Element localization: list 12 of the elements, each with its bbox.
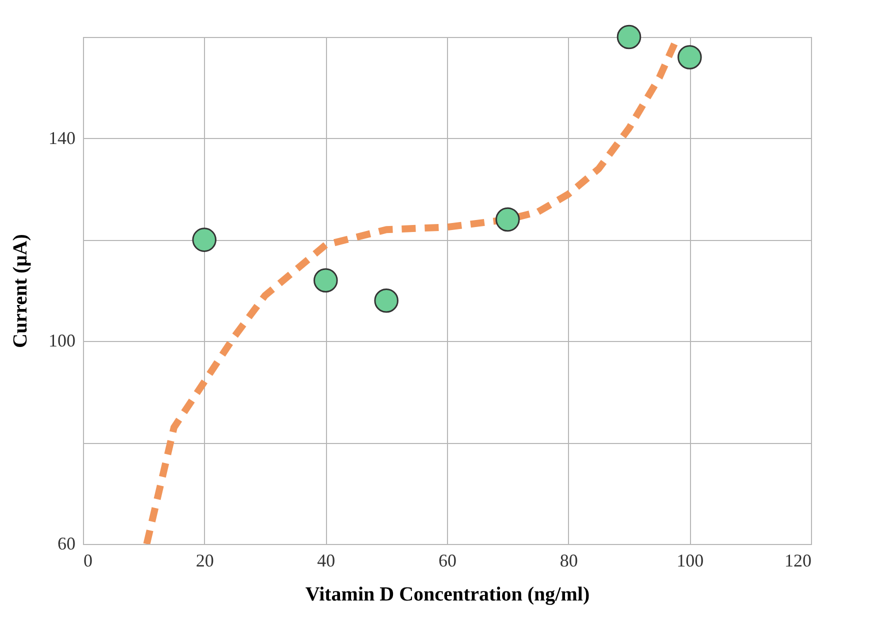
x-tick-label: 0 xyxy=(84,550,92,570)
x-tick-label: 20 xyxy=(196,550,214,570)
y-tick-label: 140 xyxy=(48,128,76,148)
x-tick-label: 120 xyxy=(784,550,812,570)
x-axis-title: Vitamin D Concentration (ng/ml) xyxy=(305,584,590,606)
x-tick-label: 40 xyxy=(317,550,336,570)
x-tick-label: 80 xyxy=(560,550,578,570)
y-tick-label: 100 xyxy=(48,330,76,351)
y-axis-title: Current (µA) xyxy=(10,234,32,348)
x-tick-label: 60 xyxy=(438,550,456,570)
y-tick-label: 60 xyxy=(58,534,76,554)
x-tick-label: 100 xyxy=(676,550,704,570)
